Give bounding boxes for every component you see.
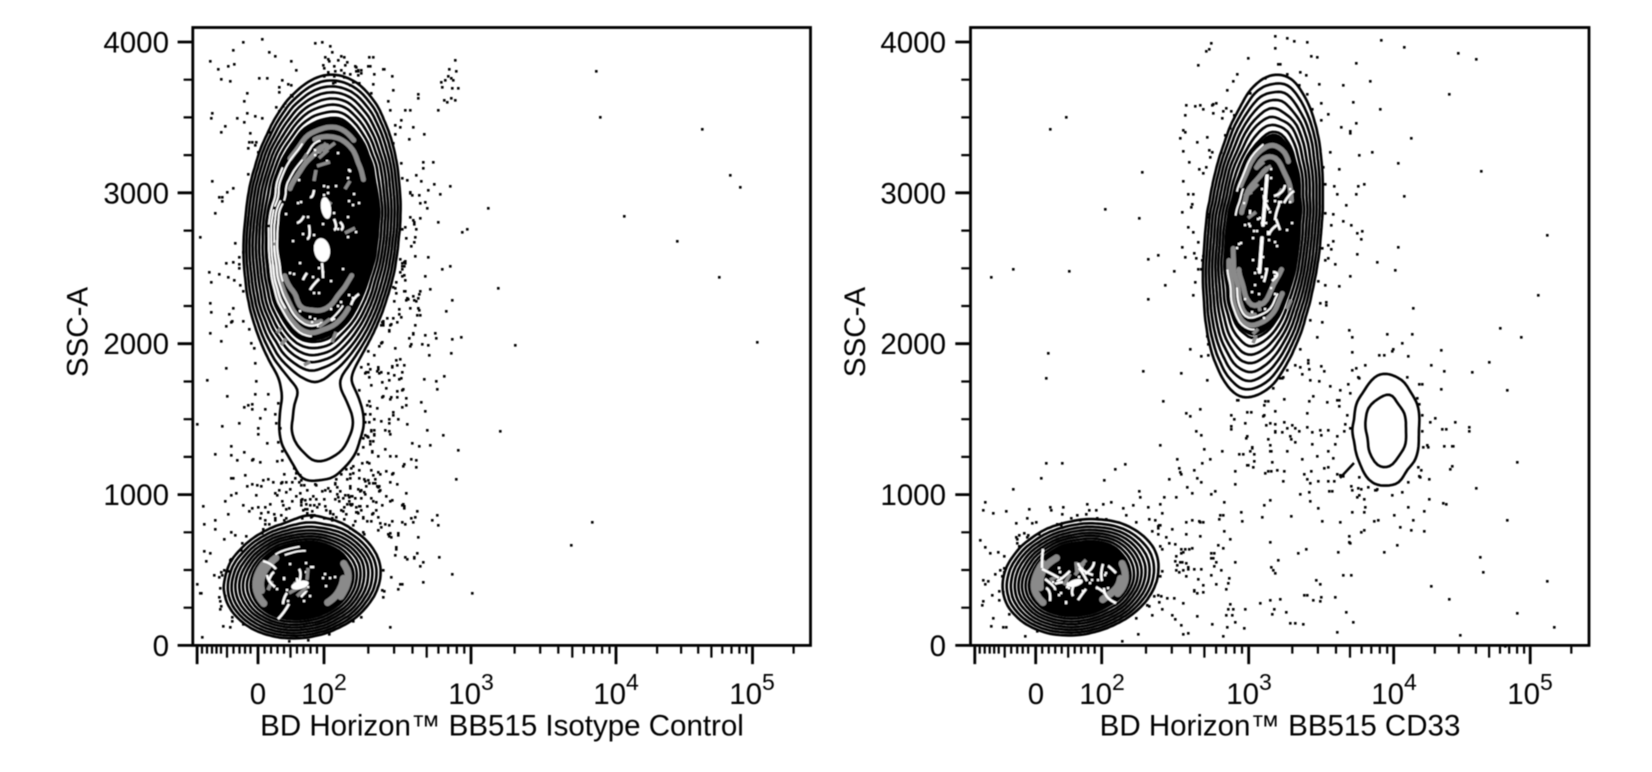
svg-text:0: 0 [250,678,266,711]
svg-text:0: 0 [153,630,169,663]
svg-text:3000: 3000 [103,177,169,210]
svg-text:1000: 1000 [880,479,946,512]
svg-text:0: 0 [930,630,946,663]
svg-text:2000: 2000 [880,328,946,361]
svg-text:0: 0 [1028,678,1044,711]
svg-text:BD Horizon™ BB515 CD33: BD Horizon™ BB515 CD33 [1100,710,1461,743]
svg-text:2000: 2000 [103,328,169,361]
svg-text:4000: 4000 [880,27,946,60]
svg-text:4000: 4000 [103,27,169,60]
svg-text:BD Horizon™ BB515 Isotype Cont: BD Horizon™ BB515 Isotype Control [260,710,744,743]
svg-text:3000: 3000 [880,177,946,210]
svg-text:SSC-A: SSC-A [839,287,872,377]
svg-text:SSC-A: SSC-A [62,287,95,377]
svg-text:1000: 1000 [103,479,169,512]
